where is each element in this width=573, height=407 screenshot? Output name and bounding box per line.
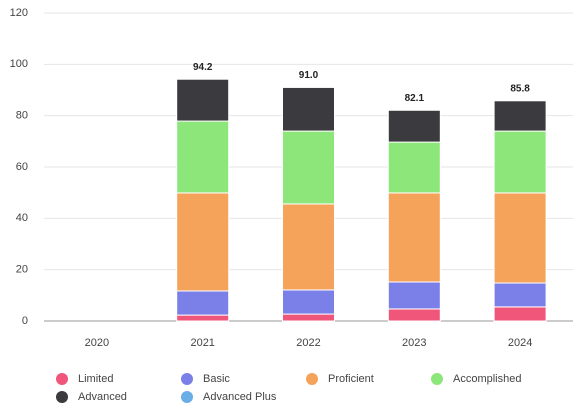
- legend-label: Advanced Plus: [203, 391, 277, 403]
- legend-swatch: [181, 373, 193, 385]
- bar-segment: [493, 100, 547, 132]
- legend-swatch: [306, 373, 318, 385]
- legend-swatch: [56, 391, 68, 403]
- total-label: 91.0: [299, 70, 319, 81]
- y-tick-label: 40: [16, 212, 28, 224]
- bar-segment: [493, 282, 547, 308]
- total-label: 85.8: [510, 83, 530, 94]
- bar-segment: [176, 78, 230, 122]
- bar-segment: [493, 130, 547, 194]
- y-tick-label: 120: [10, 7, 28, 19]
- bar-segment: [387, 141, 441, 194]
- bar-segment: [387, 308, 441, 322]
- bar-segment: [493, 192, 547, 284]
- legend-swatch: [56, 373, 68, 385]
- x-tick-label: 2024: [508, 337, 532, 349]
- legend-label: Basic: [203, 373, 230, 385]
- bar-segment: [176, 290, 230, 316]
- y-tick-label: 20: [16, 264, 28, 276]
- legend-label: Proficient: [328, 373, 374, 385]
- bar-segment: [387, 281, 441, 310]
- y-tick-label: 60: [16, 161, 28, 173]
- bar-segment: [282, 86, 335, 132]
- bar-segment: [176, 120, 230, 194]
- bar-segment: [387, 192, 441, 283]
- bar-segment: [282, 130, 335, 205]
- bar-segment: [176, 192, 230, 292]
- bar-segment: [282, 203, 335, 291]
- bar-segment: [282, 289, 335, 315]
- y-tick-label: 80: [16, 110, 28, 122]
- legend-label: Limited: [78, 373, 113, 385]
- y-tick-label: 0: [22, 315, 28, 327]
- legend-swatch: [431, 373, 443, 385]
- x-tick-label: 2020: [85, 337, 109, 349]
- bar-segment: [387, 109, 441, 143]
- y-tick-label: 100: [10, 58, 28, 70]
- total-label: 82.1: [405, 93, 425, 104]
- x-tick-label: 2021: [190, 337, 214, 349]
- bar-segment: [176, 314, 230, 322]
- legend-label: Accomplished: [453, 373, 521, 385]
- bar-segment: [282, 313, 335, 322]
- bar-segment: [493, 306, 547, 322]
- legend-label: Advanced: [78, 391, 127, 403]
- legend-swatch: [181, 391, 193, 403]
- total-label: 94.2: [193, 62, 213, 73]
- x-tick-label: 2023: [402, 337, 426, 349]
- x-tick-label: 2022: [296, 337, 320, 349]
